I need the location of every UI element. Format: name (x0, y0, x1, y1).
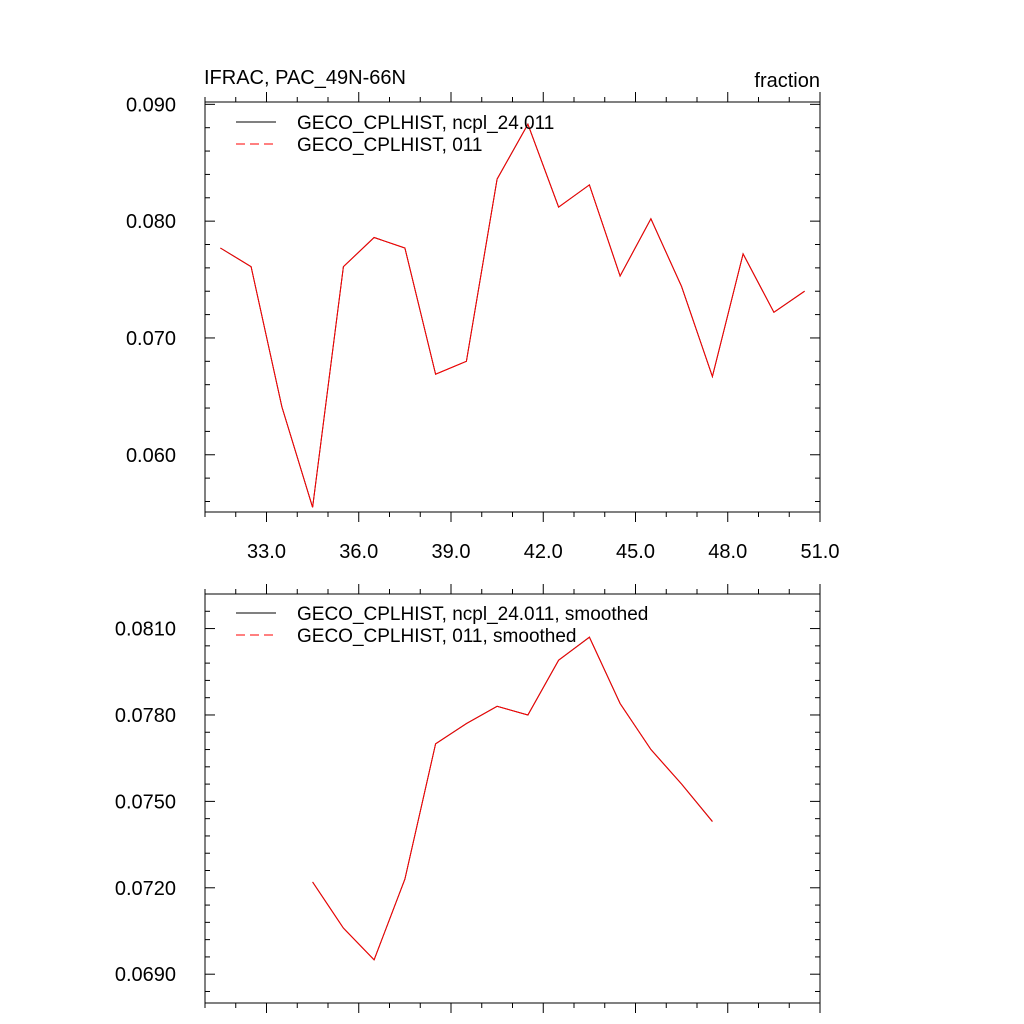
x-tick-label: 39.0 (432, 541, 471, 563)
x-tick-label: 42.0 (524, 541, 563, 563)
top-panel: IFRAC, PAC_49N-66N fraction 33.0 36.0 39.0… (126, 67, 840, 563)
series-line-2 (220, 123, 805, 508)
bottom-panel: 0.0690 0.0720 0.0750 0.0780 0.0810 GECO_CPLH… (115, 584, 821, 1013)
x-tick-label: 45.0 (616, 541, 655, 563)
x-tick-label: 48.0 (708, 541, 747, 563)
x-tick-label: 36.0 (339, 541, 378, 563)
y-tick-label: 0.0720 (115, 878, 176, 900)
series-line-2 (312, 636, 713, 961)
units-label: fraction (754, 70, 820, 92)
x-tick-label: 33.0 (247, 541, 286, 563)
legend-label: GECO_CPLHIST, ncpl_24.011, smoothed (297, 604, 648, 625)
y-tick-label: 0.0690 (115, 964, 176, 986)
y-tick-label: 0.080 (126, 211, 176, 233)
y-tick-label: 0.0780 (115, 705, 176, 727)
plot-frame (204, 593, 821, 1004)
legend-label: GECO_CPLHIST, 011 (297, 135, 483, 156)
legend-label: GECO_CPLHIST, 011, smoothed (297, 626, 577, 647)
y-tick-label: 0.090 (126, 94, 176, 116)
chart-title: IFRAC, PAC_49N-66N (204, 67, 406, 89)
plot-frame (204, 101, 821, 513)
legend-label: GECO_CPLHIST, ncpl_24.011 (297, 113, 554, 134)
y-tick-label: 0.070 (126, 328, 176, 350)
y-tick-label: 0.0810 (115, 619, 176, 641)
series-line-1 (220, 123, 805, 508)
series-line-1 (312, 636, 713, 961)
y-tick-label: 0.060 (126, 445, 176, 467)
y-tick-label: 0.0750 (115, 791, 176, 813)
x-tick-label: 51.0 (801, 541, 840, 563)
